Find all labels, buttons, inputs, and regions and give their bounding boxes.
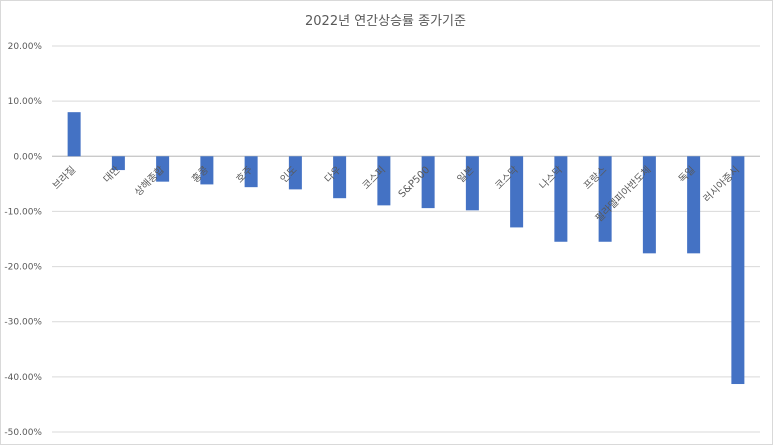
bar: [244, 156, 258, 188]
bar: [421, 156, 435, 209]
bar: [642, 156, 656, 254]
bar: [333, 156, 347, 199]
chart-title: 2022년 연간상승률 종가기준: [305, 14, 466, 29]
y-tick-label: -20.00%: [4, 263, 42, 273]
gridlines: [52, 45, 760, 433]
bar: [288, 156, 302, 190]
bars: [67, 112, 745, 385]
y-tick-label: -10.00%: [4, 207, 42, 217]
category-labels: 브라질 대만 상해종합 홍콩 호주 인도 다우 코스피 S&P500 일본 코스닥 나스닥 프랑스필라델…: [50, 163, 742, 224]
y-tick-label: 20.00%: [8, 42, 43, 52]
bar: [598, 156, 612, 242]
bar: [377, 156, 391, 206]
y-tick-label: -40.00%: [4, 373, 42, 383]
y-tick-label: 0.00%: [13, 152, 42, 162]
y-axis-ticks: 20.00% 10.00% 0.00% -10.00% -20.00% -30.00% -4…: [4, 42, 42, 438]
y-tick-label: -30.00%: [4, 318, 42, 328]
bar: [200, 156, 214, 185]
bar: [465, 156, 479, 211]
bar: [156, 156, 170, 182]
bar: [731, 156, 745, 385]
category-label: 브라질: [50, 164, 78, 192]
bar: [510, 156, 524, 228]
y-tick-label: 10.00%: [8, 97, 43, 107]
bar: [687, 156, 701, 254]
bar: [111, 156, 125, 171]
bar: [554, 156, 568, 242]
y-tick-label: -50.00%: [4, 428, 42, 438]
bar: [67, 112, 81, 157]
